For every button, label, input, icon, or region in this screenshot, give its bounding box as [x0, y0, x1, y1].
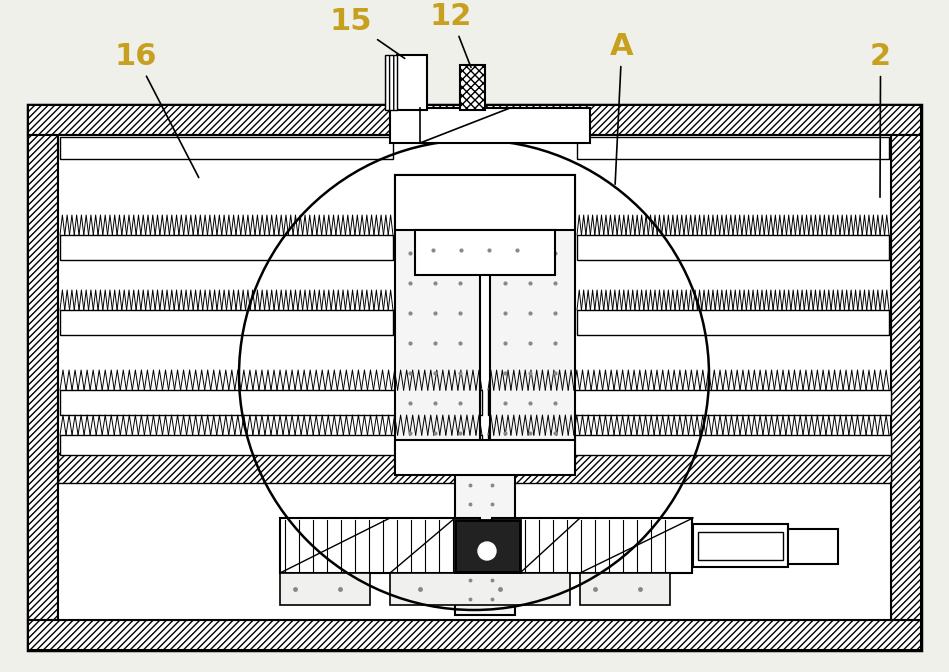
Bar	[28, 105, 921, 650]
Bar	[693, 524, 788, 567]
Bar	[891, 135, 921, 620]
Text: 2: 2	[870, 42, 891, 197]
Bar	[280, 573, 370, 605]
Bar	[455, 520, 520, 572]
Bar	[397, 55, 427, 110]
Bar	[488, 435, 891, 455]
Circle shape	[478, 542, 496, 560]
Bar	[415, 230, 555, 275]
Text: 12: 12	[430, 2, 473, 67]
Bar	[60, 137, 393, 159]
Bar	[390, 108, 590, 143]
Bar	[390, 573, 570, 605]
Bar	[395, 440, 575, 475]
Text: A: A	[610, 32, 634, 184]
Text: 16: 16	[115, 42, 198, 177]
Bar	[490, 175, 575, 470]
Bar	[58, 135, 891, 620]
Bar	[488, 390, 891, 415]
Bar	[28, 620, 921, 650]
Bar	[60, 310, 393, 335]
Bar	[492, 518, 692, 573]
Bar	[580, 573, 670, 605]
Bar	[395, 175, 480, 470]
Bar	[280, 518, 480, 573]
Bar	[60, 435, 482, 455]
Bar	[455, 470, 515, 615]
Bar	[60, 390, 482, 415]
Bar	[698, 532, 783, 560]
Bar	[577, 137, 889, 159]
Text: 15: 15	[330, 7, 404, 58]
Bar	[28, 135, 58, 620]
Bar	[460, 65, 485, 110]
Bar	[577, 235, 889, 260]
Bar	[385, 55, 397, 110]
Bar	[395, 175, 575, 230]
Bar	[788, 529, 838, 564]
Bar	[60, 235, 393, 260]
Bar	[58, 453, 891, 483]
Bar	[577, 310, 889, 335]
Bar	[28, 105, 921, 135]
